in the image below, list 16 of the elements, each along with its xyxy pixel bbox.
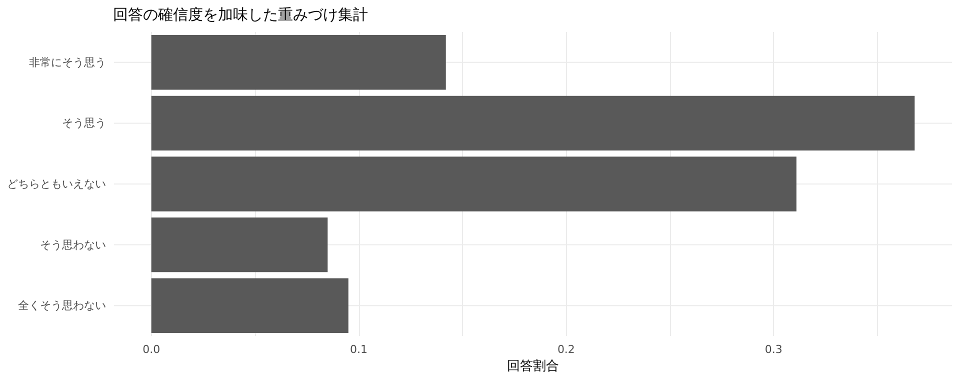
x-tick-label: 0.2 bbox=[557, 343, 575, 356]
bar bbox=[151, 217, 328, 272]
bar bbox=[151, 35, 446, 90]
y-tick-label: 全くそう思わない bbox=[18, 299, 106, 312]
bar bbox=[151, 278, 348, 333]
y-tick-label: そう思わない bbox=[40, 238, 106, 252]
x-axis-title: 回答割合 bbox=[507, 358, 559, 374]
bar bbox=[151, 156, 796, 212]
x-tick-label: 0.1 bbox=[350, 343, 368, 356]
y-tick-label: そう思う bbox=[62, 116, 106, 130]
y-tick-label: 非常にそう思う bbox=[29, 56, 106, 69]
x-tick-label: 0.3 bbox=[764, 343, 782, 356]
chart-title: 回答の確信度を加味した重みづけ集計 bbox=[113, 6, 368, 24]
y-tick-label: どちらともいえない bbox=[7, 178, 106, 190]
bar bbox=[151, 96, 915, 151]
x-tick-label: 0.0 bbox=[142, 343, 160, 356]
